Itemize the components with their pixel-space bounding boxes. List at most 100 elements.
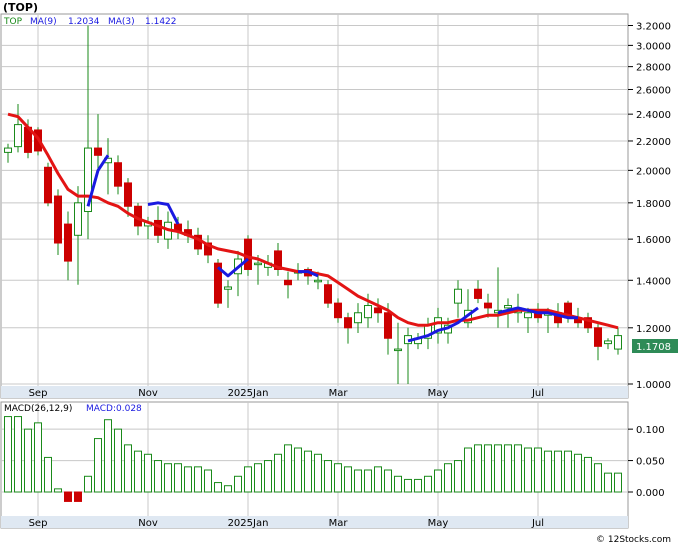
candle-body (274, 250, 282, 270)
macd-bar (294, 447, 302, 493)
candle-body (204, 242, 212, 256)
candle-body (124, 182, 132, 207)
macd-bar (334, 463, 342, 493)
last-price-badge-bg (632, 339, 678, 353)
macd-bar (354, 469, 362, 493)
price-y-tick-label: 2.8000 (636, 63, 671, 74)
macd-bar (514, 444, 522, 493)
macd-x-ticks: Sep Nov 2025Jan Mar May Jul (29, 518, 544, 529)
macd-bar (534, 447, 542, 493)
macd-bar (444, 463, 452, 493)
candle-body (394, 348, 402, 352)
macd-bar (274, 453, 282, 493)
legend-ma9-value: 1.2034 (68, 17, 100, 27)
candle-body (244, 238, 252, 270)
candle-body (364, 305, 372, 319)
candle-body (454, 288, 462, 304)
price-x-tick-label: Jul (531, 388, 544, 399)
price-y-ticks: 3.2000 3.0000 2.8000 2.6000 2.4000 2.2000 2.00… (628, 21, 671, 391)
price-y-tick-label: 2.4000 (636, 110, 671, 121)
price-legend: TOP MA(9) 1.2034 MA(3) 1.1422 (3, 17, 177, 27)
candle-body (84, 147, 92, 213)
macd-y-tick-label: 0.100 (636, 425, 665, 436)
price-x-tick-label: Sep (29, 388, 48, 399)
ma3-line-segment (298, 270, 319, 278)
candle-body (614, 335, 622, 350)
candle-body (384, 312, 392, 339)
macd-panel: 0.100 0.050 0.000 Sep Nov 2025Jan Mar May Jul M… (0, 401, 665, 529)
macd-bar (524, 447, 532, 493)
candle-body (224, 286, 232, 290)
candle-body (44, 166, 52, 204)
ma3-line-segment (86, 154, 110, 207)
candle-body (334, 302, 342, 319)
price-x-axis-band (1, 386, 628, 398)
legend-ma3-value: 1.1422 (145, 17, 177, 27)
macd-bar (164, 463, 172, 493)
macd-bar (14, 416, 22, 493)
macd-bar (614, 472, 622, 493)
macd-x-tick-label: Jul (531, 518, 544, 529)
macd-bar (114, 428, 122, 493)
macd-x-axis-band (1, 516, 628, 528)
price-y-tick-label: 3.0000 (636, 41, 671, 52)
candle-body (374, 307, 382, 314)
macd-bar (224, 485, 232, 493)
last-price-label: 1.1708 (636, 342, 671, 353)
macd-value-label: MACD:0.028 (86, 404, 142, 414)
macd-bar (284, 444, 292, 493)
macd-bar (104, 419, 112, 493)
macd-bar (314, 453, 322, 493)
last-price-badge: 1.1708 (632, 339, 678, 353)
macd-bar (424, 475, 432, 493)
candle-body (214, 262, 222, 304)
macd-bar (484, 444, 492, 493)
copyright-text: © 12Stocks.com (596, 535, 671, 545)
macd-bar (324, 460, 332, 493)
price-y-tick-label: 1.2000 (636, 324, 671, 335)
legend-ma9-label: MA(9) (30, 17, 57, 27)
macd-bar (244, 466, 252, 493)
macd-bar (404, 478, 412, 493)
price-x-tick-label: Mar (329, 388, 349, 399)
macd-bar (64, 491, 72, 502)
macd-bar (234, 475, 242, 493)
price-panel: 3.2000 3.0000 2.8000 2.6000 2.4000 2.2000 2.00… (0, 13, 671, 399)
candle-body (4, 147, 12, 153)
macd-bar (254, 463, 262, 493)
price-y-tick-label: 1.4000 (636, 276, 671, 287)
candle-body (434, 317, 442, 334)
ma3-line-segment (147, 201, 180, 225)
candle-body (64, 223, 72, 262)
candle-body (314, 279, 322, 283)
macd-x-tick-label: Sep (29, 518, 48, 529)
candle-body (344, 317, 352, 329)
candle-body (484, 302, 492, 309)
price-y-tick-label: 2.0000 (636, 166, 671, 177)
macd-bar (574, 453, 582, 493)
macd-bar (194, 466, 202, 493)
macd-bar (504, 444, 512, 493)
legend-ticker: TOP (3, 17, 23, 27)
macd-bar (594, 463, 602, 493)
candle-body (254, 262, 262, 266)
macd-x-tick-label: May (428, 518, 449, 529)
macd-label: MACD(26,12,9) (4, 404, 72, 414)
macd-bar (24, 428, 32, 493)
macd-bar (54, 488, 62, 493)
macd-y-tick-label: 0.000 (636, 488, 665, 499)
macd-bar (184, 466, 192, 493)
macd-bar (554, 450, 562, 493)
candle-body (524, 312, 532, 319)
macd-x-tick-label: 2025Jan (228, 518, 269, 529)
macd-bar (134, 450, 142, 493)
macd-x-tick-label: Mar (329, 518, 349, 529)
macd-bar (544, 450, 552, 493)
macd-bars (4, 416, 622, 502)
price-x-ticks: Sep Nov 2025Jan Mar May Jul (29, 388, 544, 399)
macd-bar (84, 475, 92, 493)
macd-bar (94, 438, 102, 493)
candle-body (284, 279, 292, 286)
macd-bar (344, 466, 352, 493)
